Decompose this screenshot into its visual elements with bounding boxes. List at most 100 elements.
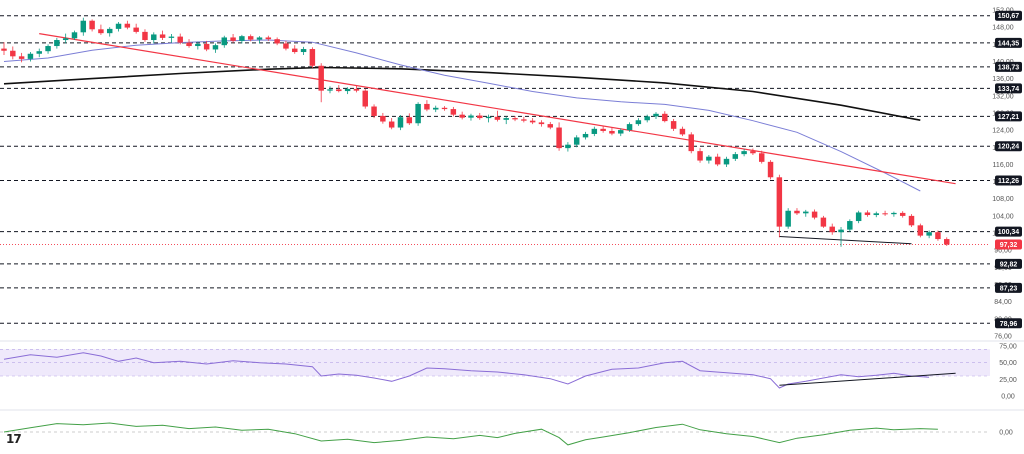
candle-body: [723, 158, 730, 165]
candle-body: [494, 116, 501, 120]
level-label-box: [995, 61, 1022, 72]
support-trend-line: [779, 236, 912, 245]
level-label: 100,34: [998, 229, 1020, 236]
candle-body: [62, 38, 69, 41]
candle-body: [71, 32, 78, 39]
candle-body: [714, 156, 721, 165]
candle-body: [177, 36, 183, 43]
level-label: 92,82: [1000, 261, 1018, 268]
level-label: 144,35: [998, 40, 1020, 47]
price-tick-label: 132,00: [992, 93, 1014, 100]
candle-body: [133, 27, 139, 32]
candle-body: [27, 53, 34, 59]
candle-body: [732, 154, 739, 159]
price-tick-label: 136,00: [992, 76, 1014, 83]
candle-body: [873, 213, 880, 216]
level-label-box: [995, 10, 1022, 21]
level-label-box: [995, 141, 1022, 152]
candle-body: [239, 36, 245, 41]
candle-body: [98, 29, 104, 34]
candle-body: [230, 37, 236, 41]
candle-body: [159, 34, 166, 38]
candle-body: [750, 151, 756, 154]
candle-body: [591, 128, 598, 134]
candle-body: [529, 120, 536, 123]
candle-body: [697, 151, 703, 161]
price-tick-label: 108,00: [992, 196, 1014, 203]
candle-body: [670, 121, 677, 129]
candle-body: [688, 134, 694, 152]
level-label-box: [995, 282, 1022, 293]
price-pane: [0, 15, 1024, 411]
price-tick-label: 116,00: [993, 162, 1014, 169]
candle-body: [80, 20, 87, 33]
candle-body: [397, 117, 404, 128]
price-tick-label: 96,00: [994, 248, 1012, 255]
candle-body: [908, 215, 915, 226]
candle-body: [186, 42, 192, 47]
candle-body: [944, 239, 950, 245]
candle-body: [459, 114, 465, 118]
level-label: 127,21: [998, 114, 1020, 121]
downtrend-line: [39, 33, 956, 185]
candle-body: [882, 213, 888, 215]
tradingview-logo: 17: [6, 432, 22, 446]
candle-body: [415, 103, 421, 124]
candle-body: [926, 232, 932, 236]
level-label-box: [995, 37, 1022, 48]
price-tick-label: 124,00: [992, 128, 1014, 135]
candle-body: [741, 151, 747, 155]
candle-body: [300, 49, 307, 53]
candle-body: [600, 128, 606, 131]
candle-body: [115, 23, 122, 29]
candle-body: [811, 211, 818, 218]
candle-body: [212, 45, 219, 50]
level-label: 133,74: [998, 86, 1020, 93]
candle-body: [36, 51, 42, 54]
current-price-label: 97,32: [1000, 242, 1018, 249]
candle-body: [485, 116, 492, 119]
candle-body: [450, 109, 457, 115]
candle-body: [142, 31, 148, 41]
candle-body: [124, 23, 131, 28]
candle-body: [538, 122, 545, 125]
candle-body: [855, 212, 862, 222]
level-label: 112,26: [998, 178, 1019, 185]
candle-body: [776, 177, 783, 227]
candle-body: [371, 106, 377, 116]
candle-body: [221, 37, 228, 46]
price-tick-label: 148,00: [992, 25, 1014, 32]
rsi-tick-label: 0,00: [1001, 394, 1015, 401]
candle-body: [503, 118, 509, 120]
macd-tick-label: 0,00: [999, 430, 1013, 437]
candle-body: [794, 210, 800, 214]
candle-body: [195, 43, 201, 47]
candle-body: [18, 56, 25, 59]
candle-body: [521, 119, 527, 121]
candle-body: [309, 49, 316, 66]
candle-body: [89, 20, 95, 30]
level-label: 150,67: [998, 13, 1020, 20]
candle-body: [935, 232, 941, 240]
level-label-box: [995, 226, 1022, 237]
candle-body: [626, 124, 633, 131]
candle-body: [247, 36, 254, 40]
candle-body: [829, 226, 835, 233]
candle-body: [662, 113, 668, 122]
candle-body: [45, 46, 51, 52]
candle-body: [327, 89, 333, 91]
candle-body: [758, 153, 765, 162]
candle-body: [618, 130, 624, 134]
candle-body: [353, 88, 360, 91]
candle-body: [256, 37, 263, 40]
rsi-trend-line: [779, 372, 956, 386]
candle-body: [151, 34, 157, 41]
candle-body: [556, 127, 562, 149]
candle-body: [441, 107, 448, 110]
candle-body: [644, 116, 650, 121]
candle-body: [424, 103, 430, 110]
level-label: 87,23: [1000, 285, 1018, 292]
price-axis: 152,00148,00144,00140,00136,00132,00128,…: [992, 8, 1022, 437]
candle-body: [820, 217, 827, 227]
